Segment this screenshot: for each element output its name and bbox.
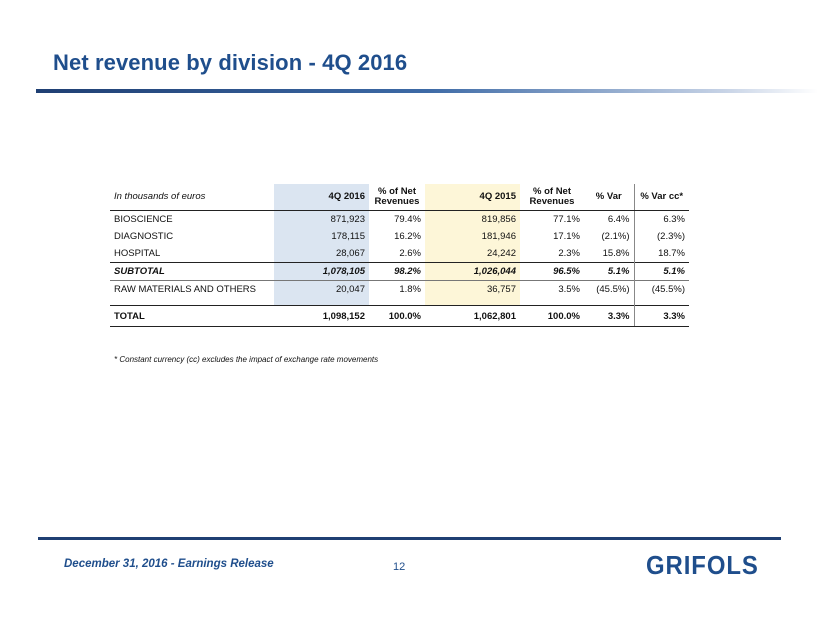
units-label: In thousands of euros: [110, 184, 274, 211]
slide-title: Net revenue by division - 4Q 2016: [53, 50, 408, 75]
spacer-cell: [369, 298, 425, 306]
cell-var: 15.8%: [584, 245, 635, 263]
col-header-4q2015: 4Q 2015: [425, 184, 520, 211]
cell-4q2015: 36,757: [425, 280, 520, 298]
col-header-pct-2015: % of Net Revenues: [520, 184, 584, 211]
col-header-pct-2016-line1: % of Net: [378, 186, 416, 197]
table-row-bioscience: BIOSCIENCE 871,923 79.4% 819,856 77.1% 6…: [110, 210, 689, 228]
cell-var-cc: 18.7%: [658, 248, 685, 259]
table-header-row: In thousands of euros 4Q 2016 % of Net Re…: [110, 184, 689, 211]
spacer-cell: [634, 298, 689, 306]
col-header-pct-2015-line2: Revenues: [529, 196, 575, 207]
col-header-pct-2015-line1: % of Net: [533, 186, 571, 197]
cell-pct-2015: 17.1%: [553, 231, 580, 242]
col-header-var: % Var: [584, 184, 635, 211]
cell-4q2015: 24,242: [425, 245, 520, 263]
cell-var: (45.5%): [584, 280, 635, 298]
col-header-pct-2016: % of Net Revenues: [369, 184, 425, 211]
cell-pct-2016: 16.2%: [394, 231, 421, 242]
cell-4q2015: 819,856: [425, 210, 520, 228]
cell-var-cc: (2.3%): [657, 231, 685, 242]
cell-var-cc: (45.5%): [634, 280, 689, 298]
cell-var-cc: 6.3%: [663, 214, 685, 225]
cell-pct-2015: 77.1%: [553, 214, 580, 225]
cell-4q2015: 1,026,044: [425, 262, 520, 281]
revenue-table: In thousands of euros 4Q 2016 % of Net Re…: [110, 184, 689, 327]
cell-pct-2016: 98.2%: [369, 262, 425, 281]
footer-divider: [38, 537, 781, 540]
row-label: BIOSCIENCE: [114, 214, 173, 225]
row-label: DIAGNOSTIC: [114, 231, 174, 242]
cell-4q2016: 20,047: [274, 280, 369, 298]
cell-4q2016: 871,923: [274, 210, 369, 228]
table-row-diagnostic: DIAGNOSTIC 178,115 16.2% 181,946 17.1% (…: [110, 228, 689, 245]
cell-4q2016: 28,067: [274, 245, 369, 263]
row-label: SUBTOTAL: [110, 262, 274, 281]
table-row-subtotal: SUBTOTAL 1,078,105 98.2% 1,026,044 96.5%…: [110, 262, 689, 281]
col-header-4q2016: 4Q 2016: [274, 184, 369, 211]
cell-pct-2016: 1.8%: [369, 280, 425, 298]
cell-pct-2015: 3.5%: [520, 280, 584, 298]
spacer-cell: [584, 298, 635, 306]
col-header-var-cc: % Var cc*: [634, 184, 689, 211]
page-number: 12: [393, 561, 406, 573]
cell-pct-2016: 2.6%: [399, 248, 421, 259]
table-spacer-row: [110, 298, 689, 306]
footer-date: December 31, 2016 - Earnings Release: [64, 558, 274, 570]
cell-pct-2016: 79.4%: [394, 214, 421, 225]
cell-var: 5.1%: [584, 262, 635, 281]
grifols-logo: GRIFOLS: [646, 550, 759, 580]
cell-var: (2.1%): [584, 228, 635, 245]
spacer-cell: [425, 298, 520, 306]
cell-4q2015: 181,946: [425, 228, 520, 245]
cell-var-cc: 3.3%: [634, 305, 689, 327]
cell-var: 3.3%: [584, 305, 635, 327]
spacer-cell: [274, 298, 369, 306]
footnote: * Constant currency (cc) excludes the im…: [114, 355, 379, 364]
cell-pct-2015: 2.3%: [558, 248, 580, 259]
title-divider: [36, 89, 818, 93]
cell-pct-2015: 100.0%: [520, 305, 584, 327]
cell-pct-2016: 100.0%: [369, 305, 425, 327]
cell-4q2015: 1,062,801: [425, 305, 520, 327]
table-row-hospital: HOSPITAL 28,067 2.6% 24,242 2.3% 15.8% 1…: [110, 245, 689, 263]
table-row-total: TOTAL 1,098,152 100.0% 1,062,801 100.0% …: [110, 305, 689, 327]
cell-4q2016: 1,078,105: [274, 262, 369, 281]
table-row-raw-materials: RAW MATERIALS AND OTHERS 20,047 1.8% 36,…: [110, 280, 689, 298]
row-label: RAW MATERIALS AND OTHERS: [110, 280, 274, 298]
cell-var: 6.4%: [584, 210, 635, 228]
row-label: TOTAL: [110, 305, 274, 327]
row-label: HOSPITAL: [114, 248, 161, 259]
spacer-cell: [520, 298, 584, 306]
cell-var-cc: 5.1%: [634, 262, 689, 281]
col-header-pct-2016-line2: Revenues: [374, 196, 420, 207]
cell-4q2016: 1,098,152: [274, 305, 369, 327]
spacer-cell: [110, 298, 274, 306]
cell-pct-2015: 96.5%: [520, 262, 584, 281]
cell-4q2016: 178,115: [274, 228, 369, 245]
